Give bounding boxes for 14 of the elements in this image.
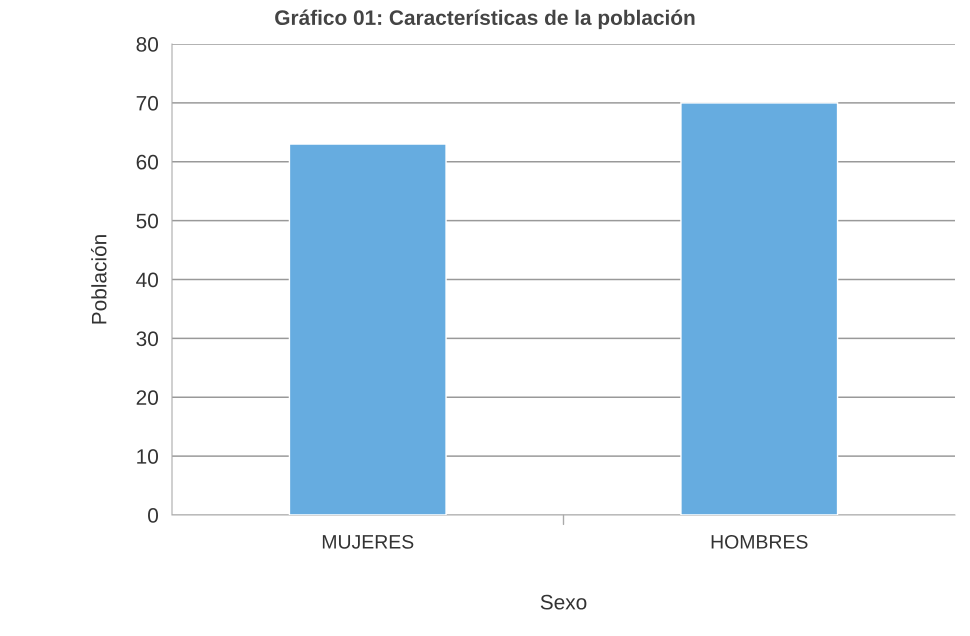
y-tick-label: 20 — [136, 390, 158, 406]
y-tick-label: 50 — [136, 214, 158, 228]
y-axis-title: Población — [90, 235, 107, 324]
chart-title: Gráfico 01: Características de la población — [275, 10, 694, 30]
y-tick-label: 60 — [136, 154, 158, 170]
y-tick-label: 40 — [136, 272, 158, 288]
y-tick-label: 0 — [148, 508, 158, 523]
y-tick-label: 30 — [136, 331, 158, 346]
x-tick-label: HOMBRES — [712, 534, 808, 549]
x-tick-label: MUJERES — [322, 534, 414, 549]
y-tick-label: 10 — [137, 449, 158, 464]
y-tick-label: 80 — [136, 37, 158, 52]
y-tick-label: 70 — [136, 96, 158, 111]
x-axis-title: Sexo — [540, 594, 586, 610]
